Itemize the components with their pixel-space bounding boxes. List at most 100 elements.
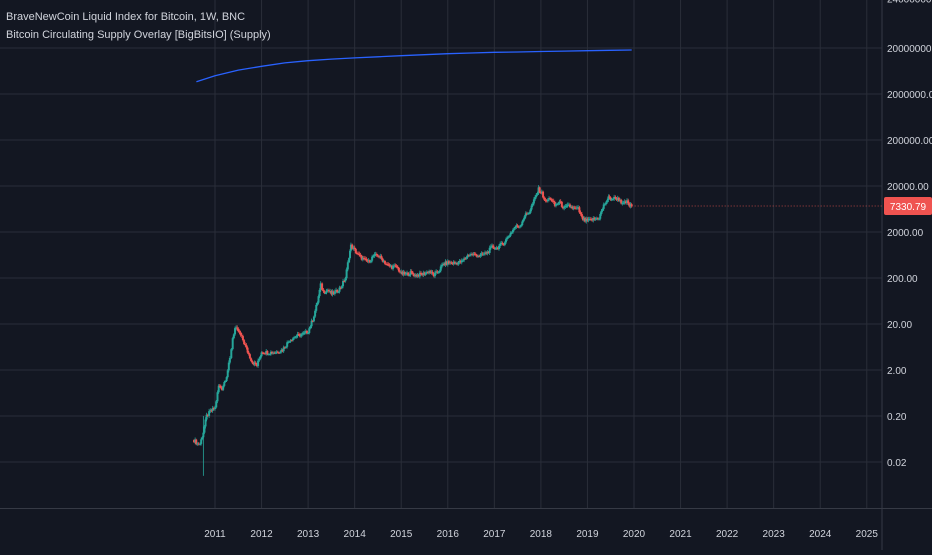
- candle-body: [360, 255, 363, 260]
- candle-body: [290, 340, 293, 342]
- candle-body: [513, 228, 516, 230]
- candle-body: [329, 291, 332, 293]
- candle-body: [261, 352, 264, 354]
- candle-body: [385, 263, 388, 265]
- candle-body: [386, 263, 389, 265]
- candle-body: [389, 265, 392, 267]
- candle-body: [340, 286, 343, 289]
- candle-body: [255, 364, 258, 366]
- candle-body: [244, 344, 247, 346]
- candle-body: [406, 272, 409, 274]
- candle-body: [583, 218, 586, 220]
- candle-body: [620, 199, 623, 204]
- candle-body: [312, 316, 315, 322]
- candle-body: [515, 225, 518, 227]
- x-tick-label: 2018: [530, 529, 553, 540]
- candle-body: [301, 333, 304, 335]
- candle-body: [214, 407, 216, 410]
- candle-body: [444, 261, 447, 265]
- candle-body: [272, 352, 275, 354]
- candle-body: [331, 291, 334, 295]
- y-tick-label: 0.02: [887, 458, 907, 469]
- candle-body: [250, 358, 253, 361]
- candle-body: [454, 262, 457, 264]
- candle-body: [275, 351, 278, 353]
- candle-body: [212, 408, 215, 410]
- candle-body: [566, 204, 569, 206]
- candle-body: [571, 206, 574, 209]
- candle-body: [594, 218, 597, 220]
- candle-body: [291, 338, 294, 341]
- candle-body: [443, 263, 446, 265]
- candle-body: [465, 257, 468, 259]
- candle-body: [415, 274, 418, 277]
- candle-body: [311, 320, 314, 322]
- candle-body: [546, 199, 549, 202]
- candle-body: [362, 257, 365, 259]
- candle-body: [610, 199, 613, 201]
- candle-body: [511, 229, 514, 233]
- candle-body: [570, 206, 573, 208]
- candle-body: [375, 254, 378, 256]
- candle-body: [349, 250, 352, 259]
- main-series-title[interactable]: BraveNewCoin Liquid Index for Bitcoin, 1…: [6, 11, 246, 23]
- candle-body: [451, 262, 454, 264]
- candle-body: [318, 289, 321, 297]
- candle-body: [488, 247, 491, 253]
- candle-body: [428, 271, 431, 274]
- candle-body: [193, 440, 196, 443]
- candle-body: [584, 218, 587, 222]
- candle-body: [481, 253, 484, 255]
- candle-body: [269, 351, 272, 355]
- candle-body: [298, 334, 301, 337]
- candle-body: [551, 200, 554, 202]
- candle-body: [321, 283, 324, 290]
- candle-body: [598, 218, 601, 220]
- x-axis[interactable]: 2011 2012 2013 2014 2015 2016 2017 2018 2019 2020…: [204, 529, 878, 540]
- candle-body: [506, 237, 509, 240]
- candle-body: [536, 192, 539, 195]
- candle-body: [539, 192, 542, 194]
- candle-body: [420, 272, 423, 274]
- candle-body: [601, 208, 604, 211]
- candle-body: [310, 320, 313, 327]
- candle-body: [262, 353, 265, 355]
- y-axis[interactable]: 0.02 0.20 2.00 20.00 200.00 2000.00 20000.00 20…: [887, 0, 932, 469]
- candle-body: [493, 247, 496, 249]
- y-tick-label: 2000.00: [887, 228, 924, 239]
- candle-body: [378, 256, 381, 258]
- candle-body: [231, 338, 234, 350]
- price-series: [193, 185, 633, 476]
- candle-body: [553, 201, 556, 206]
- candle-body: [246, 347, 249, 353]
- x-tick-label: 2016: [437, 529, 460, 540]
- candle-body: [371, 256, 374, 261]
- candle-body: [411, 272, 414, 275]
- candle-body: [346, 262, 349, 270]
- candle-body: [257, 360, 260, 366]
- last-price-badge: 7330.79: [631, 197, 932, 216]
- candle-body: [223, 382, 226, 386]
- candle-body: [297, 334, 300, 336]
- candle-body: [494, 248, 497, 250]
- candle-body: [575, 207, 578, 209]
- candle-body: [236, 327, 239, 329]
- candle-body: [542, 191, 545, 198]
- candle-body: [240, 335, 243, 337]
- candle-body: [629, 204, 632, 207]
- candle-body: [284, 346, 287, 348]
- candle-body: [241, 336, 244, 341]
- candle-body: [203, 426, 206, 433]
- candle-body: [461, 260, 464, 262]
- candle-body: [307, 332, 310, 334]
- candle-body: [414, 274, 417, 277]
- candle-body: [201, 437, 204, 440]
- candle-body: [607, 196, 610, 201]
- overlay-series-title[interactable]: Bitcoin Circulating Supply Overlay [BigB…: [6, 29, 271, 41]
- candle-body: [345, 269, 348, 279]
- candle-body: [556, 204, 559, 206]
- candle-body: [439, 266, 442, 271]
- candle-body: [342, 281, 345, 287]
